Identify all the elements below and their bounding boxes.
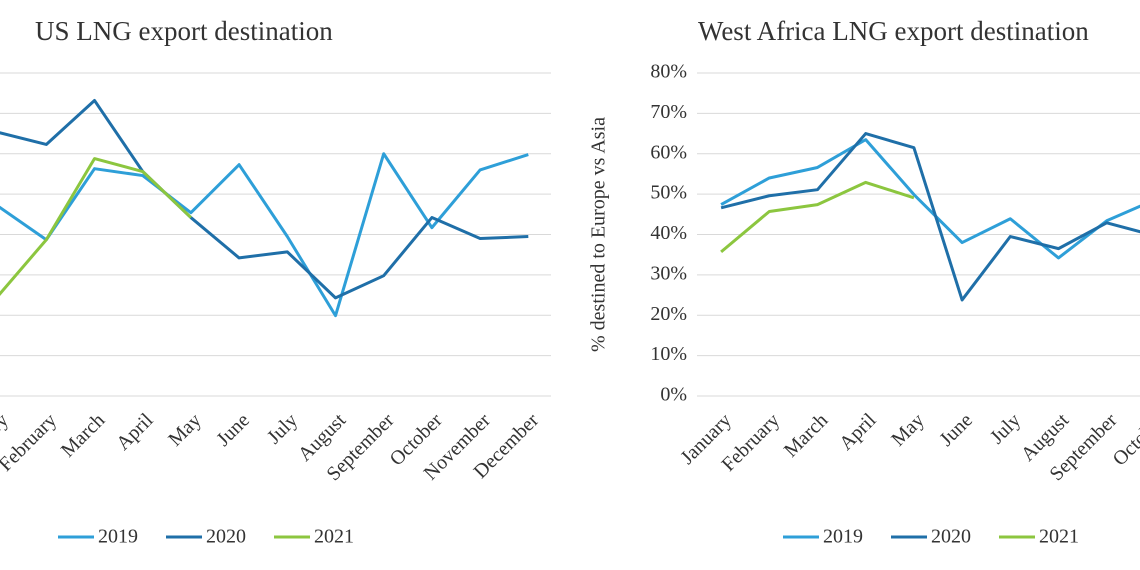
x-tick-label: February <box>0 409 61 476</box>
legend-label: 2019 <box>823 526 863 548</box>
legend-label: 2020 <box>206 526 246 548</box>
y-tick-label: 50% <box>650 182 687 204</box>
x-tick-label: March <box>57 409 109 461</box>
series-line <box>720 132 1140 302</box>
x-tick-label: April <box>835 409 881 455</box>
series-line <box>0 98 529 300</box>
x-tick-label: June <box>935 409 977 451</box>
x-tick-label: July <box>263 409 302 448</box>
x-tick-label: May <box>164 409 205 450</box>
legend-label: 2021 <box>1039 526 1079 548</box>
legend-label: 2021 <box>314 526 354 548</box>
y-tick-label: 20% <box>650 303 687 325</box>
y-tick-label: 30% <box>650 262 687 284</box>
x-tick-label: May <box>887 409 928 450</box>
legend-label: 2020 <box>931 526 971 548</box>
chart-title: US LNG export destination <box>35 16 333 46</box>
y-tick-label: 60% <box>650 141 687 163</box>
y-tick-label: 0% <box>660 384 687 406</box>
x-tick-label: April <box>112 409 158 455</box>
y-tick-label: 40% <box>650 222 687 244</box>
y-tick-label: 10% <box>650 343 687 365</box>
y-tick-label: 80% <box>650 61 687 83</box>
x-tick-label: July <box>986 409 1025 448</box>
legend-label: 2019 <box>98 526 138 548</box>
y-tick-label: 70% <box>650 101 687 123</box>
series-line <box>720 180 915 254</box>
series-line <box>0 152 529 318</box>
series-line <box>0 157 192 296</box>
y-axis-label: % destined to Europe vs Asia <box>588 117 610 352</box>
chart-title: West Africa LNG export destination <box>698 16 1089 46</box>
x-tick-label: March <box>780 409 832 461</box>
x-tick-label: June <box>212 409 254 451</box>
series-line <box>720 138 1140 260</box>
